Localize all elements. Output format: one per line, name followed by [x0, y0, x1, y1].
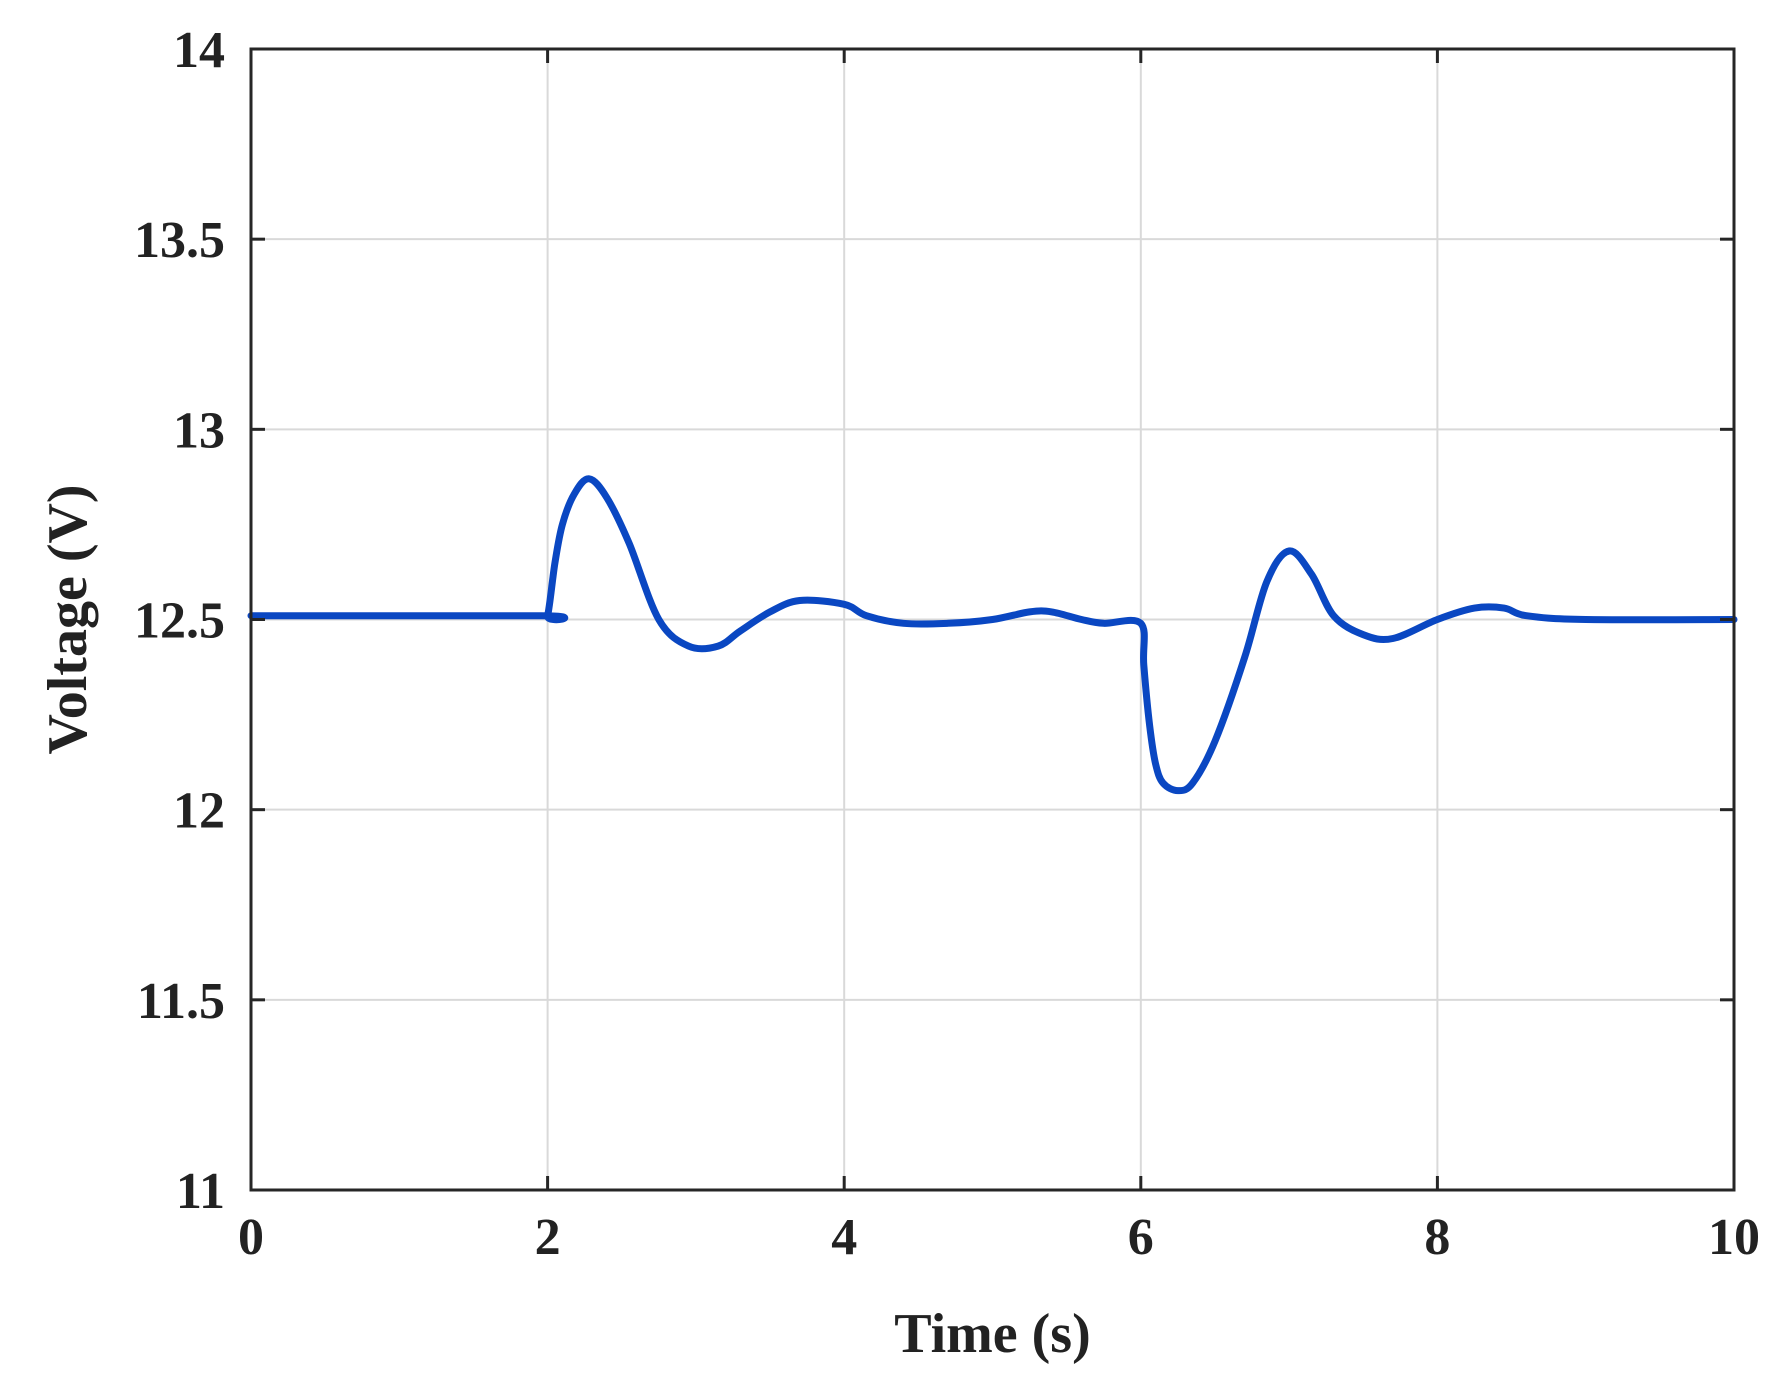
x-tick-labels: 0 2 4 6 8 10 [238, 1209, 1760, 1266]
x-tick-label: 0 [238, 1209, 264, 1266]
y-tick-label: 12.5 [134, 593, 225, 650]
x-tick-label: 6 [1128, 1209, 1154, 1266]
grid-lines [251, 49, 1734, 1190]
x-tick-label: 2 [535, 1209, 561, 1266]
y-tick-labels: 11 11.5 12 12.5 13 13.5 14 [134, 22, 225, 1220]
y-axis-label: Voltage (V) [37, 484, 99, 754]
y-tick-label: 13 [173, 402, 225, 459]
tick-marks [249, 47, 1736, 1192]
x-axis-label: Time (s) [894, 1303, 1091, 1365]
x-tick-label: 10 [1708, 1209, 1760, 1266]
y-tick-label: 14 [173, 22, 225, 79]
x-tick-label: 4 [831, 1209, 857, 1266]
y-tick-label: 11.5 [137, 973, 225, 1030]
y-tick-label: 12 [173, 783, 225, 840]
series-line-voltage [247, 475, 1738, 795]
y-tick-label: 13.5 [134, 212, 225, 269]
y-tick-label: 11 [176, 1163, 225, 1220]
x-tick-label: 8 [1424, 1209, 1450, 1266]
